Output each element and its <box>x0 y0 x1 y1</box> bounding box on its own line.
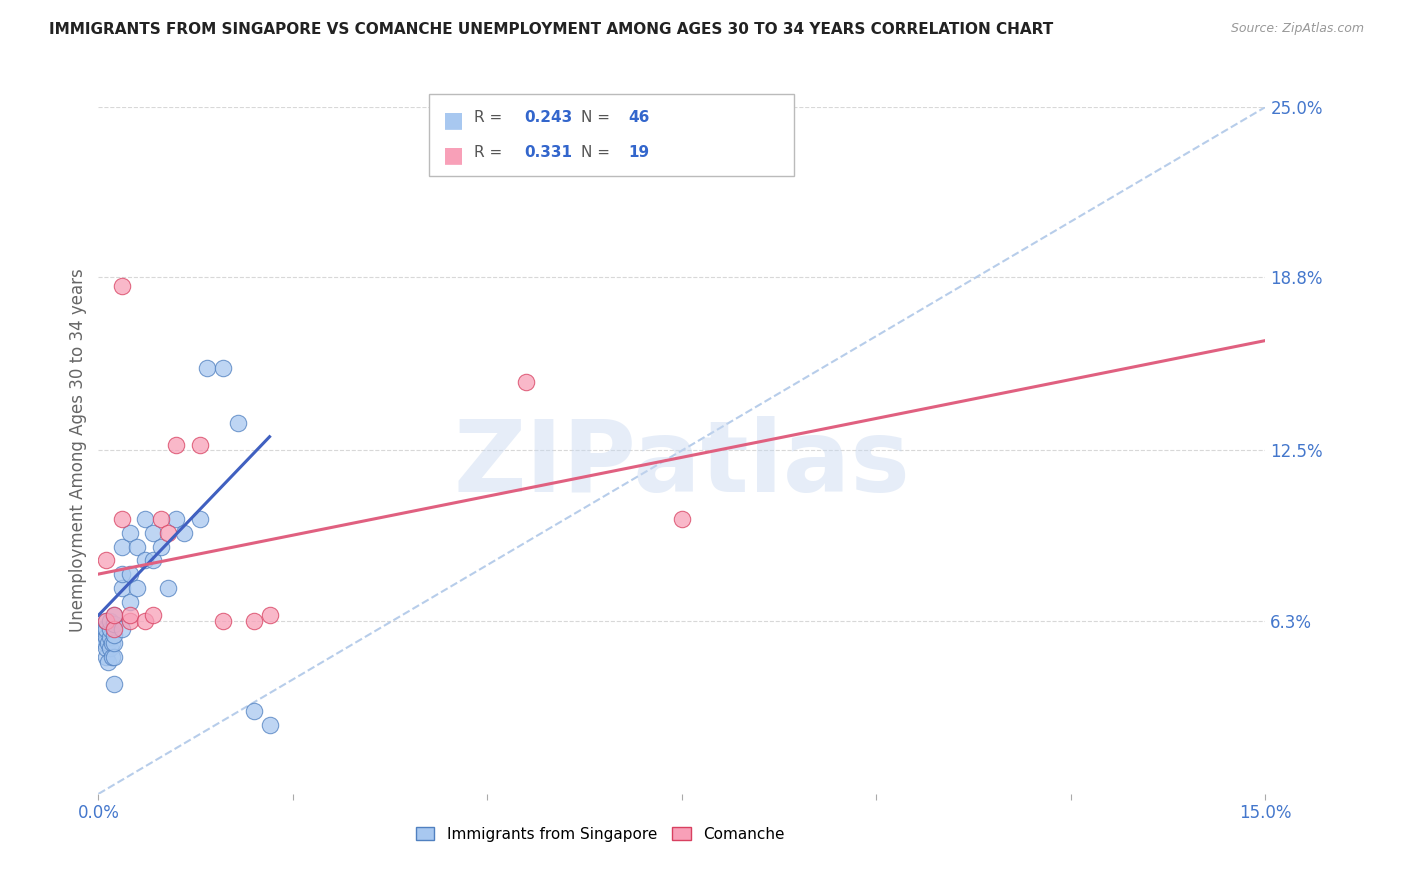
Point <box>97 636 120 650</box>
Point <box>111 540 134 554</box>
Point <box>157 581 180 595</box>
Point <box>259 718 281 732</box>
Point <box>671 512 693 526</box>
Point <box>212 614 235 628</box>
Point <box>195 361 218 376</box>
Text: 0.243: 0.243 <box>524 110 572 125</box>
Point <box>98 622 121 636</box>
Text: 19: 19 <box>628 145 650 161</box>
Text: R =: R = <box>474 110 502 125</box>
Point <box>127 581 149 595</box>
Point <box>103 622 125 636</box>
Point <box>91 622 114 636</box>
Point <box>103 616 125 631</box>
Text: IMMIGRANTS FROM SINGAPORE VS COMANCHE UNEMPLOYMENT AMONG AGES 30 TO 34 YEARS COR: IMMIGRANTS FROM SINGAPORE VS COMANCHE UN… <box>49 22 1053 37</box>
Point <box>142 525 165 540</box>
Point <box>188 438 211 452</box>
Point <box>96 641 118 656</box>
Text: R =: R = <box>474 145 502 161</box>
Text: ZIPatlas: ZIPatlas <box>454 416 910 513</box>
Point <box>101 649 124 664</box>
Point <box>118 614 141 628</box>
Point <box>103 677 125 691</box>
Point <box>101 636 124 650</box>
Point <box>98 614 121 628</box>
Point <box>96 630 118 644</box>
Text: Source: ZipAtlas.com: Source: ZipAtlas.com <box>1230 22 1364 36</box>
Point <box>127 540 149 554</box>
Point <box>515 375 537 389</box>
Point <box>134 512 156 526</box>
Point <box>243 614 266 628</box>
Point <box>96 622 118 636</box>
Point <box>188 512 211 526</box>
Point <box>96 614 118 628</box>
Point <box>212 361 235 376</box>
Y-axis label: Unemployment Among Ages 30 to 34 years: Unemployment Among Ages 30 to 34 years <box>69 268 87 632</box>
Text: N =: N = <box>581 145 610 161</box>
Point <box>111 512 134 526</box>
Point <box>259 608 281 623</box>
Point <box>103 608 125 623</box>
Point <box>118 567 141 582</box>
Text: 46: 46 <box>628 110 650 125</box>
Point <box>111 581 134 595</box>
Point <box>103 627 125 641</box>
Legend: Immigrants from Singapore, Comanche: Immigrants from Singapore, Comanche <box>411 821 790 848</box>
Point <box>149 512 172 526</box>
Point <box>93 622 115 636</box>
Point <box>96 649 118 664</box>
Point <box>97 655 120 669</box>
Point <box>157 525 180 540</box>
Point <box>98 641 121 656</box>
Point <box>118 608 141 623</box>
Text: 0.331: 0.331 <box>524 145 572 161</box>
Point <box>165 512 187 526</box>
Point <box>228 416 250 430</box>
Text: ■: ■ <box>443 145 464 165</box>
Point <box>98 630 121 644</box>
Point <box>134 614 156 628</box>
Point <box>103 608 125 623</box>
Point <box>118 594 141 608</box>
Point <box>103 649 125 664</box>
Point <box>91 630 114 644</box>
Point <box>111 622 134 636</box>
Point <box>111 567 134 582</box>
Point <box>142 608 165 623</box>
Point <box>173 525 195 540</box>
Point <box>134 553 156 567</box>
Point <box>165 438 187 452</box>
Text: N =: N = <box>581 110 610 125</box>
Point <box>111 278 134 293</box>
Point <box>93 636 115 650</box>
Text: ■: ■ <box>443 110 464 129</box>
Point <box>96 553 118 567</box>
Point <box>96 614 118 628</box>
Point <box>149 540 172 554</box>
Point <box>142 553 165 567</box>
Point <box>118 525 141 540</box>
Point <box>103 636 125 650</box>
Point <box>243 705 266 719</box>
